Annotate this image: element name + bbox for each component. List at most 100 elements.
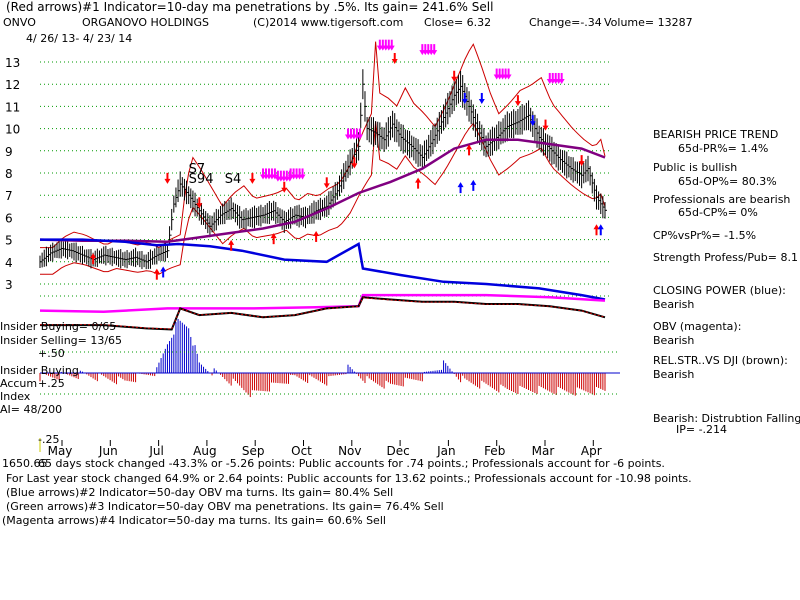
x-tick-label: Jan <box>436 444 456 458</box>
y-tick-label: 6 <box>5 211 13 225</box>
x-tick-label: Apr <box>581 444 602 458</box>
magenta-down-arrow-head <box>271 174 278 180</box>
red-up-arrow-head <box>466 144 473 150</box>
indicator-lines <box>39 138 606 331</box>
relstr-ma-line <box>40 297 606 330</box>
relstr-line <box>40 296 606 331</box>
blue-up-arrow-head <box>470 179 477 185</box>
x-tick-label: Mar <box>532 444 555 458</box>
footer-year: For Last year stock changed 64.9% or 2.6… <box>6 472 692 485</box>
blue-down-arrow-head <box>461 98 468 104</box>
red-down-arrow-head <box>323 183 330 189</box>
public-status: Public is bullish <box>653 161 738 174</box>
red-down-arrow-head <box>196 203 203 209</box>
y-tick-label: 12 <box>5 78 20 92</box>
blue-down-arrow-head <box>529 121 536 127</box>
ma50-line <box>39 138 606 244</box>
accum-minus-25: -.25 <box>38 433 60 446</box>
x-tick-label: Dec <box>386 444 409 458</box>
y-tick-label: 5 <box>5 234 13 248</box>
magenta-down-arrow-head <box>299 174 306 180</box>
insider-buying: Insider Buying= 0/65 <box>0 320 117 333</box>
blue-up-arrow-head <box>457 182 464 188</box>
ai-value: AI= 48/200 <box>0 403 63 416</box>
x-tick-label: Jun <box>98 444 118 458</box>
magenta-down-arrow-head <box>388 45 395 51</box>
distribution-status: Bearish: Distrubtion Falling <box>653 412 800 425</box>
y-tick-label: 8 <box>5 167 13 181</box>
x-tick-label: Oct <box>291 444 312 458</box>
red-down-arrow-head <box>542 125 549 131</box>
x-tick-label: Nov <box>338 444 361 458</box>
x-tick-label: Feb <box>484 444 505 458</box>
closing-power-value: Bearish <box>653 298 695 311</box>
footer-indicator4: (Magenta arrows)#4 Indicator=50-day ma t… <box>2 514 386 527</box>
op-percent: 65d-OP%= 80.3% <box>678 175 777 188</box>
ticker-symbol: ONVO <box>3 16 36 29</box>
signal-annotation: S4 <box>225 172 242 187</box>
accum-label-1: Insider Buying <box>0 364 79 377</box>
footer-indicator2: (Blue arrows)#2 Indicator=50-day OBV ma … <box>6 486 394 499</box>
red-down-arrow-head <box>514 101 521 107</box>
professionals-status: Professionals are bearish <box>653 193 791 206</box>
closing-power-line <box>40 238 606 301</box>
upper-band <box>40 41 606 249</box>
trend-title: BEARISH PRICE TREND <box>653 128 779 141</box>
red-up-arrow-head <box>228 239 235 245</box>
bollinger-bands <box>40 41 606 275</box>
close-price: Close= 6.32 <box>424 16 492 29</box>
indicator1-header: (Red arrows)#1 Indicator=10-day ma penet… <box>6 0 494 14</box>
copyright: (C)2014 www.tigersoft.com <box>253 16 404 29</box>
relstr-value: Bearish <box>653 368 695 381</box>
accum-label-2: Accum <box>0 377 38 390</box>
y-tick-label: 13 <box>5 56 20 70</box>
red-down-arrow-head <box>249 178 256 184</box>
y-tick-label: 3 <box>5 278 13 292</box>
ip-value: IP= -.214 <box>676 423 728 436</box>
red-down-arrow-head <box>164 178 171 184</box>
y-tick-label: 9 <box>5 145 13 159</box>
obv-value: Bearish <box>653 334 695 347</box>
lower-band <box>40 121 606 275</box>
blue-down-arrow-head <box>478 98 485 104</box>
signal-annotation: S94 <box>189 172 214 187</box>
red-up-arrow-head <box>90 253 97 259</box>
x-tick-label: Aug <box>193 444 216 458</box>
strength-ratio: Strength Profess/Pub= 8.1 <box>653 251 798 264</box>
footer-65day: 65 days stock changed -43.3% or -5.26 po… <box>38 457 665 470</box>
y-tick-label: 11 <box>5 100 20 114</box>
obv-label: OBV (magenta): <box>653 320 742 333</box>
red-down-arrow-head <box>451 76 458 82</box>
red-up-arrow-head <box>153 268 160 274</box>
magenta-down-arrow-head <box>505 74 512 80</box>
blue-up-arrow-head <box>597 224 604 230</box>
date-range: 4/ 26/ 13- 4/ 23/ 14 <box>26 32 133 45</box>
price-bars <box>39 69 607 270</box>
cp-percent: 65d-CP%= 0% <box>678 206 758 219</box>
signal-annotation: S7 <box>189 162 206 177</box>
red-down-arrow-head <box>578 161 585 167</box>
footer-indicator3: (Green arrows)#3 Indicator=50-day OBV ma… <box>6 500 444 513</box>
accum-plus-25: +.25 <box>38 377 65 390</box>
closing-power-label: CLOSING POWER (blue): <box>653 284 786 297</box>
red-down-arrow-head <box>391 59 398 64</box>
cp-vs-pr: CP%vsPr%= -1.5% <box>653 229 757 242</box>
company-name: ORGANOVO HOLDINGS <box>82 16 210 29</box>
insider-selling: Insider Selling= 13/65 <box>0 334 123 347</box>
red-up-arrow-head <box>313 230 320 236</box>
red-down-arrow-head <box>281 187 288 193</box>
blue-up-arrow-head <box>160 266 167 272</box>
volume: Volume= 13287 <box>604 16 693 29</box>
red-down-arrow-head <box>351 163 358 169</box>
price-change: Change=-.34 <box>529 16 602 29</box>
accum-label-3: Index <box>0 390 31 403</box>
pr-percent: 65d-PR%= 1.4% <box>678 142 769 155</box>
y-tick-label: 10 <box>5 123 20 137</box>
magenta-down-arrow-head <box>356 134 363 140</box>
relstr-label: REL.STR..VS DJI (brown): <box>653 354 788 367</box>
accum-plus-50: +.50 <box>38 347 65 360</box>
red-up-arrow-head <box>593 224 600 230</box>
x-tick-label: Jul <box>148 444 163 458</box>
axis-ticks: 3 4 5 6 7 8 9 10 11 12 13 May Jun Jul Aug Sep Oct Nov Dec J… <box>5 56 602 458</box>
